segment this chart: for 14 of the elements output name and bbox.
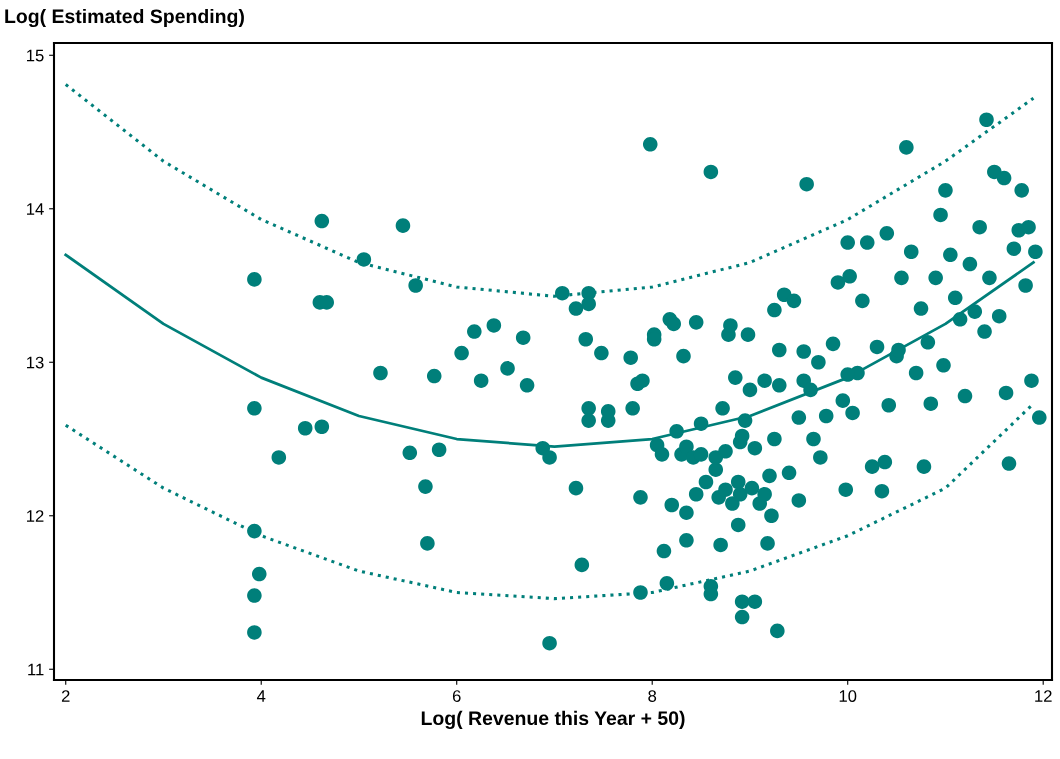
x-tick-label: 6 <box>452 690 461 702</box>
y-tick-label: 13 <box>27 356 44 369</box>
line-series <box>64 402 1035 601</box>
y-tick-label: 11 <box>28 663 44 676</box>
x-tick-label: 10 <box>839 690 857 702</box>
x-tick-label: 8 <box>648 690 657 702</box>
x-tick-label: 12 <box>1035 690 1052 702</box>
x-axis-title: Log( Revenue this Year + 50) <box>421 710 685 730</box>
y-tick-label: 15 <box>27 49 44 62</box>
y-axis-title: Log( Estimated Spending) <box>5 8 244 28</box>
y-tick-label: 14 <box>27 203 44 215</box>
x-tick-label: 4 <box>256 690 266 702</box>
x-tick-label: 2 <box>61 690 70 702</box>
y-tick-label: 12 <box>27 510 44 522</box>
